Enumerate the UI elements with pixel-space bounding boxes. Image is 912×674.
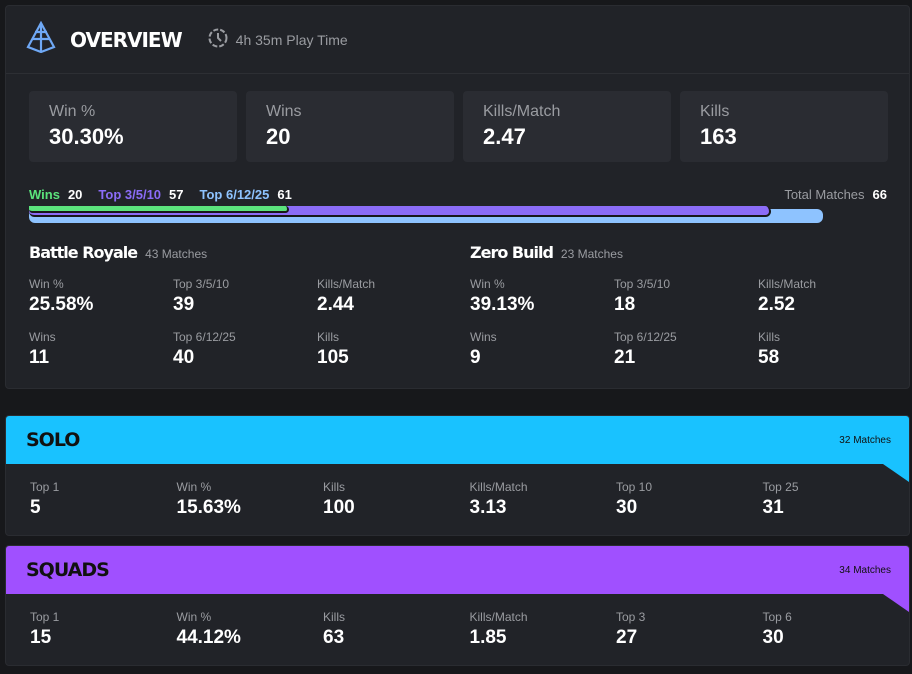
stat-text: Top 3 [616,610,646,624]
stat-text: 4h 35m Play Time [235,31,348,48]
stat-text: 61 [277,187,292,202]
squads-header: SQUADS 34 Matches [6,546,909,612]
stat-text: 23 Matches [560,247,623,261]
stat-text: Kills [700,103,730,120]
stat-text: 27 [616,627,638,648]
stat-text: 15 [30,627,52,648]
stat-text: 30 [762,627,784,648]
stat-text: Win % [49,103,96,120]
clock-icon [208,28,228,51]
stat-text: Kills/Match [469,610,528,624]
stat-text: 18 [614,294,636,315]
stat-text: Top 6/12/25 [199,187,270,202]
stat-text: 15.63% [176,497,241,518]
stat-text: Top 6/12/25 [173,330,236,344]
stat-text: Kills [758,330,781,344]
stat-text: Wins [470,330,497,344]
stat-text: 44.12% [176,627,241,648]
stat-text: Wins [29,187,60,202]
stat-text: Zero Build [470,243,554,262]
stat-text: Top 1 [30,480,60,494]
solo-panel: SOLO 32 Matches Top 1 5 Win % 15.63% Kills 1… [5,415,910,536]
battle-royale-section: Battle Royale 43 Matches Win % 25.58% Top … [29,243,449,369]
stat-text: 163 [700,124,737,149]
stat-text: Top 6 [762,610,792,624]
stat-text: 30.30% [49,124,124,149]
placement-progress [29,206,888,223]
stat-text: 25.58% [29,294,94,315]
stat-text: 30 [616,497,638,518]
stat-text: Kills/Match [317,277,376,291]
top10-bar [29,206,772,217]
stat-text: Kills/Match [483,103,561,120]
stat-text: Win % [29,277,64,291]
stat-text: Top 10 [616,480,653,494]
page-title: OVERVIEW [70,27,183,52]
stat-text: Kills/Match [758,277,817,291]
stat-text: Top 3/5/10 [614,277,671,291]
stat-text: SOLO [26,429,80,451]
stat-card-kills-match: Kills/Match 2.47 [463,91,671,162]
stat-text: Wins [29,330,56,344]
stat-text: 2.47 [483,124,526,149]
overview-panel: OVERVIEW 4h 35m Play Time Win % 30.30% Wi… [5,5,910,389]
stat-text: Win % [470,277,505,291]
stat-text: 20 [266,124,291,149]
zero-build-section: Zero Build 23 Matches Win % 39.13% Top 3/5… [470,243,890,369]
stat-text: Kills [323,480,346,494]
stat-text: Wins [266,103,302,120]
stat-card-kills: Kills 163 [680,91,888,162]
play-time: 4h 35m Play Time [208,28,348,51]
stat-text: 66 [872,187,887,202]
stat-text: Kills [323,610,346,624]
stat-text: SQUADS [26,559,110,581]
stat-text: 57 [169,187,184,202]
stat-text: 34 Matches [839,564,891,576]
stat-card-wins: Wins 20 [246,91,454,162]
stat-text: Kills/Match [469,480,528,494]
stat-text: 100 [323,497,355,518]
stat-text: 1.85 [469,627,507,648]
stat-text: Total Matches [784,187,865,202]
stat-text: 11 [29,347,50,368]
stat-text: 20 [67,187,83,202]
stat-text: 5 [30,497,41,518]
placement-legend: Wins 20 Top 3/5/10 57 Top 6/12/25 61 Total … [29,187,887,202]
stat-text: 43 Matches [145,247,208,261]
stat-text: 105 [317,347,349,368]
wins-bar [29,206,290,213]
stat-text: Top 25 [762,480,799,494]
stat-text: 2.52 [758,294,795,315]
pyramid-icon [26,20,56,58]
stat-text: 9 [470,347,481,368]
stat-text: 2.44 [317,294,354,315]
stat-text: Top 3/5/10 [98,187,162,202]
overview-header: OVERVIEW 4h 35m Play Time [6,6,909,74]
stat-text: 63 [323,627,345,648]
stat-text: Win % [176,480,212,494]
stat-text: 39.13% [470,294,535,315]
stat-text: 58 [758,347,780,368]
stat-text: 31 [762,497,784,518]
squads-panel: SQUADS 34 Matches Top 1 15 Win % 44.12% Kil… [5,545,910,666]
stat-text: 3.13 [469,497,507,518]
stat-text: 39 [173,294,195,315]
solo-header: SOLO 32 Matches [6,416,909,482]
stat-text: 32 Matches [839,434,891,446]
stat-text: 21 [614,347,636,368]
stat-text: Win % [176,610,212,624]
stat-text: Top 1 [30,610,60,624]
stat-text: Top 6/12/25 [614,330,677,344]
stat-text: Battle Royale [29,243,138,262]
stat-text: Kills [317,330,340,344]
stat-text: 40 [173,347,195,368]
stat-card-win-pct: Win % 30.30% [29,91,237,162]
stat-text: Top 3/5/10 [173,277,230,291]
